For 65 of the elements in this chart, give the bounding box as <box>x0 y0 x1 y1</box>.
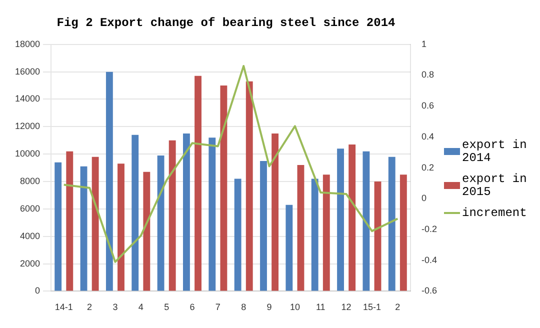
x-tick-label: 14-1 <box>54 302 73 312</box>
legend-label: export in 2014 <box>462 138 528 164</box>
bar <box>362 151 370 291</box>
bar <box>286 204 293 291</box>
bar <box>118 164 124 291</box>
y2-tick-label: 0.4 <box>421 131 434 142</box>
bar <box>92 156 99 291</box>
bar <box>388 156 396 291</box>
x-tick-label: 6 <box>190 302 195 312</box>
y-tick-label: 12000 <box>14 121 40 132</box>
x-tick-label: 2 <box>87 302 92 312</box>
bar <box>183 134 190 291</box>
bar <box>220 86 228 291</box>
x-tick-label: 5 <box>164 302 170 312</box>
bar <box>132 134 139 291</box>
x-tick-label: 15-1 <box>362 302 381 312</box>
bar <box>272 134 279 291</box>
y2-tick-label: 0.6 <box>421 100 434 111</box>
y-tick-label: 18000 <box>14 38 40 49</box>
bar <box>234 178 242 291</box>
y2-tick-label: 0 <box>421 193 427 204</box>
chart-title: Fig 2 Export change of bearing steel since 2014 <box>56 16 396 30</box>
x-tick-label: 12 <box>341 302 352 312</box>
bar <box>143 172 150 291</box>
y2-tick-label: -0.4 <box>421 254 438 265</box>
x-tick-label: 7 <box>215 302 220 312</box>
y2-tick-label: -0.2 <box>421 224 438 234</box>
bar <box>337 148 344 291</box>
x-tick-label: 3 <box>112 302 118 312</box>
x-tick-label: 8 <box>241 302 246 312</box>
x-tick-label: 4 <box>138 302 144 312</box>
y-tick-label: 8000 <box>20 176 40 186</box>
bar <box>374 182 382 291</box>
bar <box>66 151 74 291</box>
bar <box>297 165 304 291</box>
bar <box>208 138 216 291</box>
x-tick-label: 11 <box>316 302 326 312</box>
x-tick-label: 10 <box>290 302 300 312</box>
y2-tick-label: -0.6 <box>421 286 438 296</box>
bar <box>157 155 164 291</box>
y-tick-label: 16000 <box>14 66 40 76</box>
x-tick-label: 2 <box>395 302 400 312</box>
y-tick-label: 0 <box>35 286 40 296</box>
bar <box>168 140 176 291</box>
y-tick-label: 4000 <box>20 230 40 241</box>
bar <box>80 166 88 291</box>
y-tick-label: 10000 <box>14 148 40 159</box>
y-tick-label: 2000 <box>20 258 40 268</box>
y2-tick-label: 0.2 <box>421 162 434 172</box>
y2-tick-label: 0.8 <box>421 70 434 80</box>
bar <box>194 76 202 291</box>
bar <box>322 174 330 291</box>
bar <box>54 162 62 291</box>
bar <box>246 81 253 291</box>
y-tick-label: 14000 <box>14 94 40 104</box>
bar <box>348 144 356 291</box>
y2-tick-label: 1 <box>421 38 427 49</box>
y-tick-label: 6000 <box>20 203 40 214</box>
bar <box>106 72 113 291</box>
legend-label: increment <box>462 206 528 220</box>
x-tick-label: 9 <box>266 302 272 312</box>
bar <box>260 160 267 291</box>
bar <box>311 178 318 291</box>
bar <box>400 174 407 291</box>
legend-label: export in 2015 <box>462 172 528 198</box>
